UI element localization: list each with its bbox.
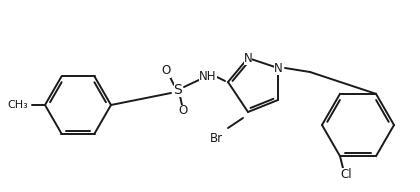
- Text: N: N: [273, 61, 282, 74]
- Text: N: N: [244, 51, 252, 65]
- Text: NH: NH: [199, 70, 217, 83]
- Text: Br: Br: [210, 132, 223, 145]
- Text: CH₃: CH₃: [7, 100, 28, 110]
- Text: Cl: Cl: [340, 168, 352, 181]
- Text: O: O: [178, 104, 188, 118]
- Text: O: O: [161, 65, 171, 78]
- Text: S: S: [173, 83, 182, 97]
